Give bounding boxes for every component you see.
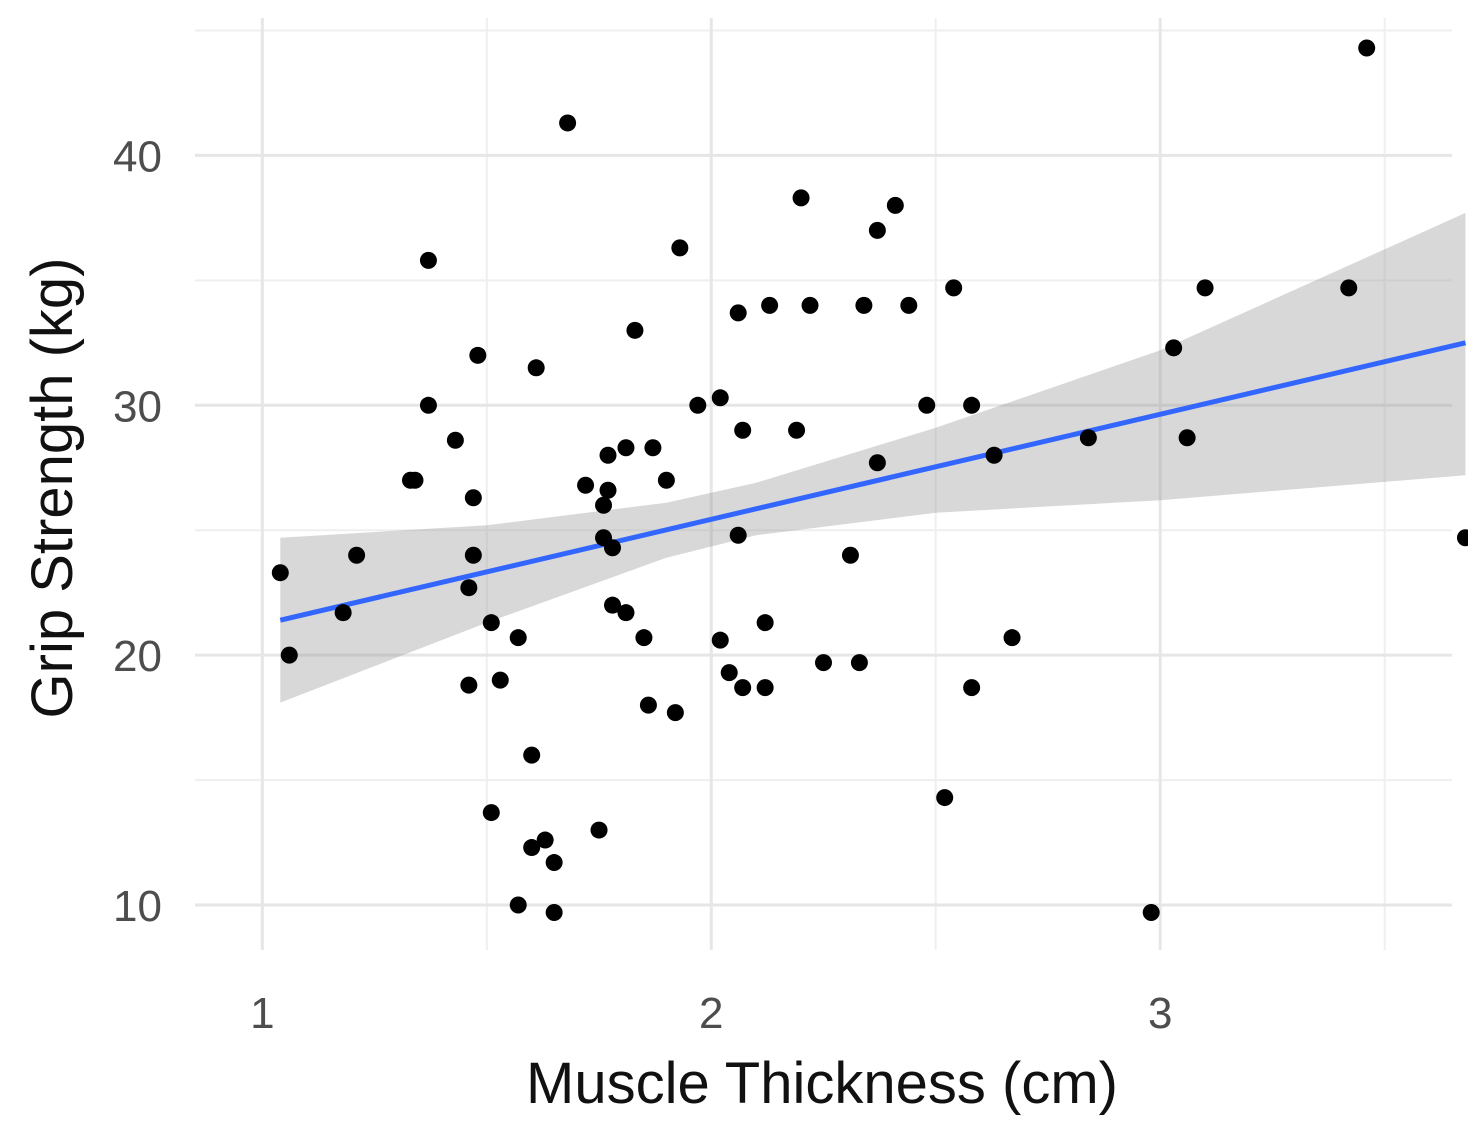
y-tick-label: 40	[113, 132, 162, 181]
data-point-19	[523, 746, 541, 764]
grid	[195, 18, 1452, 950]
data-point-77	[1340, 279, 1358, 297]
data-point-68	[963, 396, 981, 414]
data-point-79	[1456, 529, 1468, 547]
data-point-51	[756, 614, 774, 632]
data-point-18	[509, 896, 527, 914]
data-point-40	[657, 471, 675, 489]
data-point-66	[936, 789, 954, 807]
data-point-1	[280, 646, 298, 664]
data-point-33	[604, 596, 622, 614]
data-point-58	[841, 546, 859, 564]
data-point-27	[590, 821, 608, 839]
data-point-34	[617, 604, 635, 622]
data-point-43	[689, 396, 707, 414]
data-point-9	[460, 579, 478, 597]
data-point-11	[464, 546, 482, 564]
data-point-48	[729, 526, 747, 544]
data-point-47	[729, 304, 747, 322]
data-point-36	[626, 321, 644, 339]
data-point-44	[711, 389, 729, 407]
data-point-20	[523, 839, 541, 857]
data-point-67	[945, 279, 963, 297]
data-point-14	[482, 614, 500, 632]
data-point-70	[985, 446, 1003, 464]
y-tick-label: 30	[113, 382, 162, 431]
data-point-60	[855, 296, 873, 314]
data-point-21	[527, 359, 545, 377]
data-point-53	[761, 296, 779, 314]
data-point-23	[545, 854, 563, 872]
data-point-22	[536, 831, 554, 849]
data-point-71	[1003, 629, 1021, 647]
data-point-74	[1165, 339, 1183, 357]
x-tick-label: 2	[699, 989, 723, 1038]
data-point-12	[464, 489, 482, 507]
data-point-15	[482, 804, 500, 822]
x-axis-title: Muscle Thickness (cm)	[526, 1051, 1118, 1116]
data-point-42	[671, 239, 689, 257]
tick-labels: 1 2 3 10 20 30 40	[113, 132, 1172, 1038]
y-tick-label: 20	[113, 632, 162, 681]
y-tick-label: 10	[113, 882, 162, 931]
data-point-56	[801, 296, 819, 314]
data-point-0	[271, 564, 289, 582]
data-point-6	[419, 251, 437, 269]
data-point-49	[734, 421, 752, 439]
data-point-35	[617, 439, 635, 457]
data-point-38	[639, 696, 657, 714]
y-axis-title: Grip Strength (kg)	[20, 258, 85, 719]
data-point-50	[734, 679, 752, 697]
data-point-78	[1358, 39, 1376, 57]
data-point-63	[886, 196, 904, 214]
fit-line-layer	[279, 340, 1467, 623]
data-point-65	[918, 396, 936, 414]
data-point-45	[711, 631, 729, 649]
data-point-41	[666, 704, 684, 722]
data-point-25	[559, 114, 577, 132]
data-point-76	[1196, 279, 1214, 297]
data-point-75	[1178, 429, 1196, 447]
data-point-37	[635, 629, 653, 647]
data-point-55	[792, 189, 810, 207]
data-point-2	[334, 604, 352, 622]
x-tick-label: 1	[250, 989, 274, 1038]
data-point-73	[1142, 904, 1160, 922]
data-point-62	[868, 454, 886, 472]
regression-line	[279, 340, 1467, 623]
data-point-16	[491, 671, 509, 689]
data-point-69	[963, 679, 981, 697]
data-point-28	[595, 496, 613, 514]
data-point-64	[900, 296, 918, 314]
data-point-46	[720, 664, 738, 682]
data-point-39	[644, 439, 662, 457]
data-point-31	[599, 481, 617, 499]
data-point-5	[406, 471, 424, 489]
data-point-30	[599, 446, 617, 464]
data-point-24	[545, 904, 563, 922]
data-point-61	[868, 221, 886, 239]
data-point-52	[756, 679, 774, 697]
data-point-10	[460, 676, 478, 694]
data-point-72	[1079, 429, 1097, 447]
data-point-59	[850, 654, 868, 672]
data-point-54	[788, 421, 806, 439]
data-point-8	[446, 431, 464, 449]
data-point-32	[604, 539, 622, 557]
x-tick-label: 3	[1148, 989, 1172, 1038]
data-point-57	[815, 654, 832, 672]
data-point-26	[577, 476, 595, 494]
data-point-13	[469, 346, 487, 364]
data-point-17	[509, 629, 527, 647]
points-layer	[271, 39, 1468, 922]
data-point-3	[348, 546, 366, 564]
data-point-7	[419, 396, 437, 414]
